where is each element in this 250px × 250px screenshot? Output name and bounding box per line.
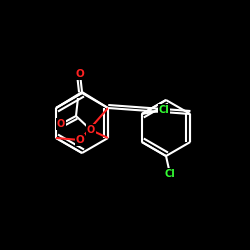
Text: O: O bbox=[57, 119, 65, 129]
Text: O: O bbox=[87, 125, 95, 135]
Text: Cl: Cl bbox=[165, 169, 175, 179]
Text: Cl: Cl bbox=[158, 105, 169, 115]
Text: O: O bbox=[76, 69, 84, 79]
Text: O: O bbox=[76, 135, 84, 145]
